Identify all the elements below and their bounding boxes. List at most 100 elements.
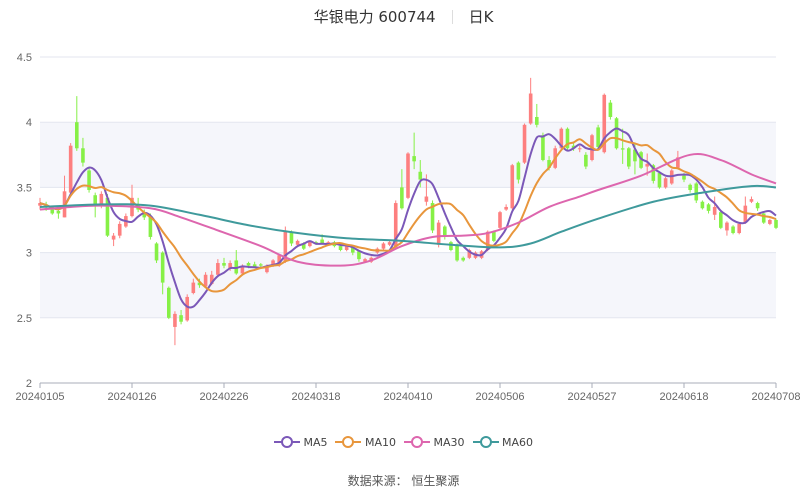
legend-label: MA10 <box>364 436 396 449</box>
candle-body <box>694 183 699 201</box>
candle-body <box>504 206 508 210</box>
legend-label: MA60 <box>502 436 534 449</box>
candle-body <box>492 231 496 241</box>
candle-body <box>75 122 79 149</box>
candle-body <box>301 243 306 249</box>
legend-label: MA30 <box>433 436 465 449</box>
candle-down <box>154 242 159 264</box>
stock-name-code: 华银电力 600744 <box>313 8 436 26</box>
candle-body <box>768 220 772 224</box>
candle-body <box>657 173 662 188</box>
legend-item-ma30[interactable]: MA30 <box>404 435 465 449</box>
y-tick-label: 4 <box>26 117 32 129</box>
candle-body <box>725 222 729 231</box>
candle-body <box>283 230 288 262</box>
candle-body <box>191 282 196 294</box>
candle-body <box>154 243 159 261</box>
x-tick-label: 20240226 <box>200 391 249 403</box>
candle-body <box>203 274 208 287</box>
candle-down <box>167 286 171 320</box>
candle-body <box>602 94 607 153</box>
candle-down <box>584 152 588 170</box>
candle-body <box>400 187 404 209</box>
legend-item-ma60[interactable]: MA60 <box>472 435 534 449</box>
x-tick-label: 20240126 <box>108 391 157 403</box>
legend-item-ma5[interactable]: MA5 <box>273 435 327 449</box>
candle-up <box>510 163 515 210</box>
candle-down <box>455 243 459 262</box>
candle-body <box>430 203 435 231</box>
candle-down <box>87 166 91 193</box>
legend-item-ma10[interactable]: MA10 <box>335 435 396 449</box>
candle-up <box>528 77 533 125</box>
y-tick-label: 3.5 <box>17 182 32 194</box>
candle-up <box>191 278 196 295</box>
candle-body <box>338 246 343 250</box>
candle-down <box>516 161 521 184</box>
chart-title: 华银电力 600744 日K <box>0 6 807 27</box>
line-ma30 <box>39 153 777 267</box>
candle-body <box>320 239 324 244</box>
candle-body <box>259 264 263 266</box>
candle-body <box>547 160 551 168</box>
candle-down <box>706 203 711 214</box>
candle-down <box>449 240 453 252</box>
candle-body <box>676 157 680 168</box>
x-tick-label: 20240318 <box>292 391 341 403</box>
candle-body <box>351 247 355 253</box>
candle-down <box>731 225 735 235</box>
candle-body <box>228 263 232 269</box>
y-tick-label: 2.5 <box>17 313 32 325</box>
candle-body <box>761 213 766 223</box>
candle-body <box>387 242 392 245</box>
candle-body <box>185 296 189 321</box>
line-ma5 <box>39 127 777 309</box>
candle-body <box>393 203 398 248</box>
candle-up <box>111 233 116 247</box>
candle-body <box>271 260 275 266</box>
candle-up <box>498 210 502 230</box>
candle-body <box>326 242 331 244</box>
candle-body <box>308 242 312 247</box>
candle-body <box>68 145 73 193</box>
candle-body <box>774 220 778 228</box>
candle-body <box>449 242 453 250</box>
x-tick-label: 20240105 <box>16 391 65 403</box>
x-tick-label: 20240708 <box>752 391 801 403</box>
candle-body <box>461 257 465 261</box>
candle-body <box>197 282 202 286</box>
candle-body <box>234 260 239 274</box>
legend-circle-icon <box>335 436 362 448</box>
candle-body <box>240 266 245 274</box>
candle-body <box>99 193 104 205</box>
candle-up <box>768 218 772 226</box>
candle-body <box>56 210 61 214</box>
candle-body <box>688 184 692 191</box>
candle-body <box>357 251 361 260</box>
candle-body <box>111 235 116 240</box>
candle-down <box>412 132 416 170</box>
candle-body <box>406 153 410 198</box>
candle-body <box>510 165 515 209</box>
candle-body <box>344 246 349 250</box>
period-label[interactable]: 日K <box>468 8 494 26</box>
candle-down <box>418 160 423 188</box>
candle-body <box>160 252 165 283</box>
candle-down <box>657 171 662 189</box>
candle-up <box>749 196 754 204</box>
candle-up <box>173 311 177 346</box>
candle-body <box>700 201 705 209</box>
y-tick-label: 3 <box>26 248 32 260</box>
candle-down <box>105 193 110 237</box>
candle-body <box>577 148 582 150</box>
candle-up <box>712 196 717 220</box>
legend-circle-icon <box>404 436 430 448</box>
candle-up <box>577 145 582 153</box>
x-tick-label: 20240618 <box>660 391 709 403</box>
candle-down <box>608 100 613 120</box>
candle-body <box>743 205 748 223</box>
candle-body <box>651 165 656 181</box>
line-ma10 <box>39 136 777 293</box>
candle-up <box>436 220 441 248</box>
